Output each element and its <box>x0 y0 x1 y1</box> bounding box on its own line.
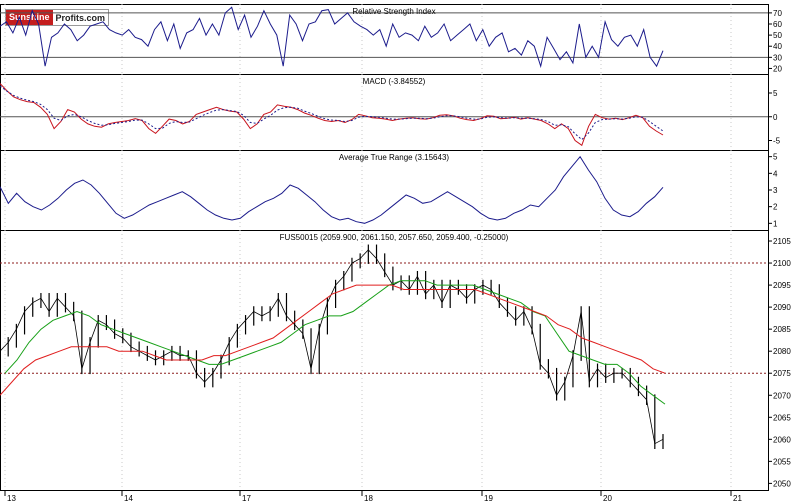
y-tick-label: 60 <box>773 20 782 29</box>
panel-frame <box>0 150 769 231</box>
y-tick-label: 2090 <box>773 303 791 312</box>
y-tick-label: 2065 <box>773 413 791 422</box>
y-tick-label: 3 <box>773 186 778 195</box>
y-tick-label: 5 <box>773 89 778 98</box>
panel-title: FUS50015 (2059.900, 2061.150, 2057.650, … <box>280 233 509 242</box>
signal-line <box>0 85 664 141</box>
y-tick-label: 50 <box>773 31 782 40</box>
y-tick-label: 70 <box>773 9 782 18</box>
y-tick-label: 20 <box>773 64 782 73</box>
x-tick-label: 19 <box>484 494 493 503</box>
logo-part-2: Profits.com <box>55 12 106 23</box>
y-tick-label: 2055 <box>773 457 791 466</box>
y-tick-label: 4 <box>773 169 778 178</box>
x-tick-label: 20 <box>603 494 612 503</box>
y-tick-label: 5 <box>773 153 778 162</box>
price-line <box>0 249 664 445</box>
atr-line <box>0 155 664 224</box>
panel-2 <box>0 74 772 151</box>
y-tick-label: 2100 <box>773 259 791 268</box>
y-tick-label: 2050 <box>773 479 791 488</box>
rsi-line <box>0 6 664 69</box>
x-tick-label: 17 <box>242 494 251 503</box>
y-tick-label: 2060 <box>773 435 791 444</box>
y-tick-label: 40 <box>773 42 782 51</box>
y-tick-label: 30 <box>773 53 782 62</box>
panel-title: MACD (-3.84552) <box>363 77 426 86</box>
ma-short-line <box>4 280 666 405</box>
panel-4 <box>0 230 772 491</box>
x-tick-label: 18 <box>364 494 373 503</box>
x-tick-label: 14 <box>124 494 133 503</box>
y-tick-label: 2 <box>773 203 778 212</box>
panel-title: Relative Strength Index <box>352 7 435 16</box>
y-tick-label: 2080 <box>773 347 791 356</box>
y-tick-label: 2085 <box>773 325 791 334</box>
y-tick-label: 0 <box>773 113 778 122</box>
y-tick-label: 2075 <box>773 369 791 378</box>
x-tick-label: 21 <box>733 494 742 503</box>
y-tick-label: 1 <box>773 219 778 228</box>
y-tick-label: 2070 <box>773 391 791 400</box>
macd-line <box>0 83 664 147</box>
y-tick-label: 2095 <box>773 281 791 290</box>
y-tick-label: 2105 <box>773 237 791 246</box>
x-tick-label: 13 <box>7 494 16 503</box>
y-tick-label: -5 <box>773 137 781 146</box>
panel-title: Average True Range (3.15643) <box>339 153 449 162</box>
panel-3 <box>0 150 772 231</box>
ma-long-line <box>0 284 666 396</box>
